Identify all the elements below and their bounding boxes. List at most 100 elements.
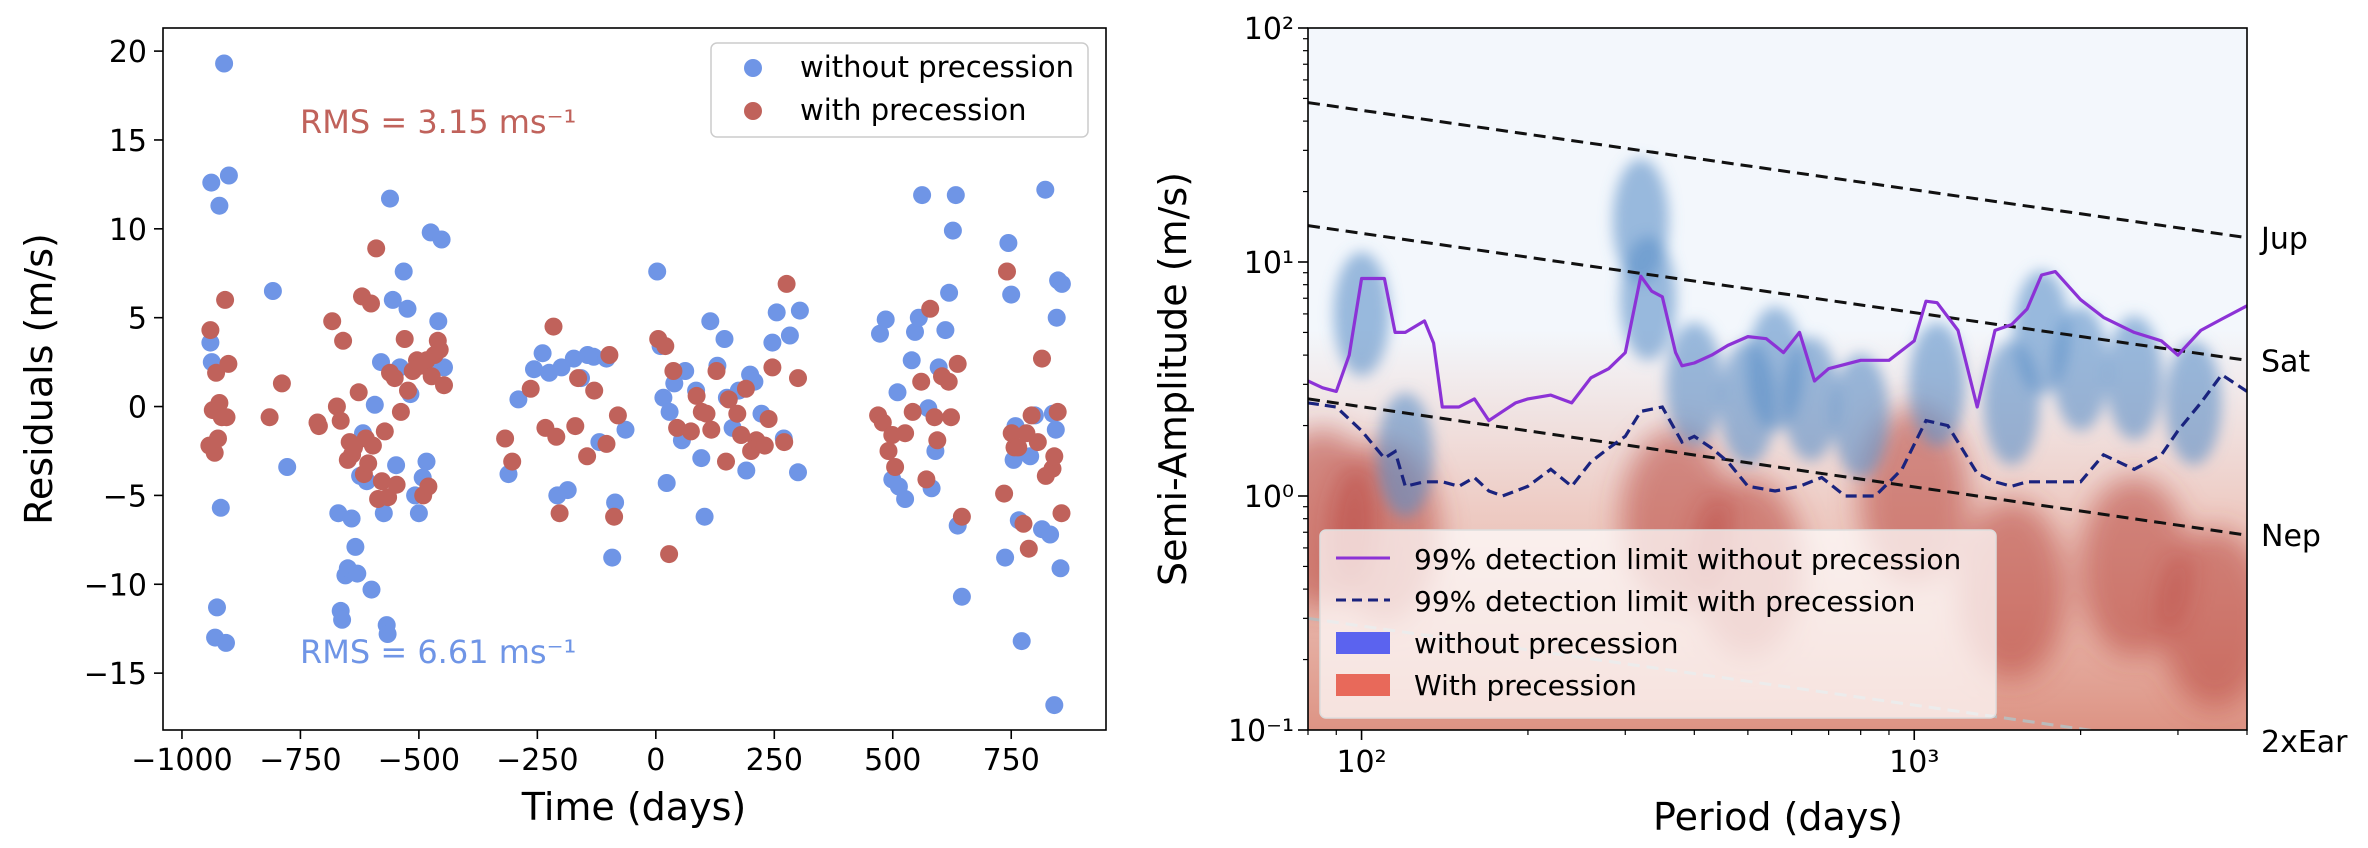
point-with-precession [323, 312, 342, 331]
point-with-precession [219, 354, 238, 373]
point-without-precession [342, 509, 361, 528]
point-without-precession [902, 351, 921, 370]
point-with-precession [763, 358, 782, 377]
point-without-precession [333, 610, 352, 629]
left-y-axis-label: Residuals (m/s) [17, 233, 61, 525]
density-without-blob [1909, 322, 1966, 447]
point-with-precession [430, 340, 449, 359]
x-tick-label: −250 [496, 743, 578, 778]
point-with-precession [585, 381, 604, 400]
point-with-precession [309, 417, 328, 436]
point-with-precession [660, 545, 679, 564]
point-without-precession [946, 186, 965, 205]
point-with-precession [550, 504, 569, 523]
y-tick-label: 5 [128, 302, 147, 337]
point-without-precession [558, 481, 577, 500]
point-without-precession [215, 54, 234, 73]
reference-line-sat [1308, 224, 2247, 362]
right-axes-ticks: 10⁻¹ 10⁰ 10¹ 10² 10² 10³ [1228, 12, 2248, 780]
point-without-precession [378, 625, 397, 643]
point-without-precession [603, 548, 622, 567]
point-without-precession [1041, 525, 1060, 544]
point-without-precession [695, 507, 714, 526]
point-with-precession [1052, 504, 1071, 523]
point-without-precession [348, 564, 367, 583]
point-without-precession [936, 321, 955, 340]
left-plot-frame [162, 27, 1107, 731]
density-without-blob [2165, 340, 2222, 465]
density-without-blob [1333, 251, 1390, 376]
point-without-precession [999, 234, 1018, 252]
point-without-precession [217, 633, 235, 652]
y-tick-label: 15 [109, 124, 147, 159]
point-without-precession [767, 303, 786, 322]
point-without-precession [780, 326, 799, 345]
point-with-precession [578, 447, 597, 466]
x-tick-label: −500 [378, 743, 460, 778]
x-tick-label: 250 [746, 743, 803, 778]
density-without-blob [1620, 236, 1677, 361]
point-with-precession [391, 402, 410, 421]
reference-line-labels: Jup Sat Nep 2xEar [2259, 222, 2348, 760]
point-without-precession [509, 390, 528, 409]
point-with-precession [917, 470, 936, 489]
point-with-precession [387, 475, 406, 494]
point-with-precession [367, 239, 386, 258]
point-without-precession [1036, 180, 1055, 199]
point-with-precession [359, 454, 378, 473]
point-with-precession [327, 397, 346, 416]
legend-marker-with [744, 102, 762, 120]
point-with-precession [608, 406, 627, 425]
right-panel: 10⁻¹ 10⁰ 10¹ 10² 10² 10³ Jup Sat Nep 2xEar Perio… [1151, 12, 2348, 839]
point-without-precession [409, 504, 428, 523]
point-with-precession [939, 372, 958, 391]
point-with-precession [201, 321, 220, 340]
point-without-precession [654, 388, 673, 407]
point-without-precession [1046, 420, 1065, 439]
point-without-precession [394, 262, 413, 281]
point-without-precession [210, 196, 229, 215]
point-with-precession [789, 369, 807, 388]
point-with-precession [216, 290, 235, 309]
point-with-precession [435, 376, 453, 395]
point-with-precession [375, 422, 394, 441]
point-with-precession [566, 417, 585, 436]
point-without-precession [387, 456, 406, 475]
point-without-precession [398, 299, 417, 318]
point-with-precession [736, 379, 755, 398]
point-without-precession [763, 333, 782, 352]
point-with-precession [995, 484, 1014, 503]
point-with-precession [1002, 424, 1021, 443]
point-with-precession [1045, 447, 1064, 466]
point-with-precession [921, 299, 940, 318]
density-without-blob [1377, 392, 1434, 517]
point-without-precession [1047, 308, 1066, 327]
point-with-precession [656, 337, 675, 356]
right-y-axis-label: Semi-Amplitude (m/s) [1151, 172, 1195, 586]
density-without-blob [1832, 353, 1889, 478]
point-without-precession [278, 458, 297, 476]
point-with-precession [419, 477, 438, 496]
point-with-precession [349, 383, 368, 402]
left-x-axis: −1000 −750 −500 −250 0 250 500 750 [131, 730, 1040, 778]
point-without-precession [996, 548, 1015, 567]
density-with-blob [2159, 528, 2247, 709]
point-with-precession [777, 274, 796, 293]
left-legend: without precession with precession [710, 42, 1089, 138]
point-with-precession [1048, 402, 1067, 421]
detection-limit-without-line [1308, 270, 2247, 423]
point-with-precession [697, 404, 716, 423]
point-without-precession [564, 349, 583, 368]
point-without-precession [940, 283, 959, 302]
reference-line-nep [1308, 397, 2247, 537]
point-without-precession [876, 310, 895, 329]
point-with-precession [385, 369, 404, 388]
point-with-precession [521, 379, 540, 398]
point-without-precession [896, 490, 915, 508]
point-without-precession [374, 504, 393, 523]
right-plot-frame [1307, 27, 2248, 731]
point-without-precession [263, 282, 282, 300]
x-tick-label: 10³ [1889, 745, 1939, 780]
point-without-precession [1052, 274, 1071, 293]
point-with-precession [886, 458, 905, 476]
